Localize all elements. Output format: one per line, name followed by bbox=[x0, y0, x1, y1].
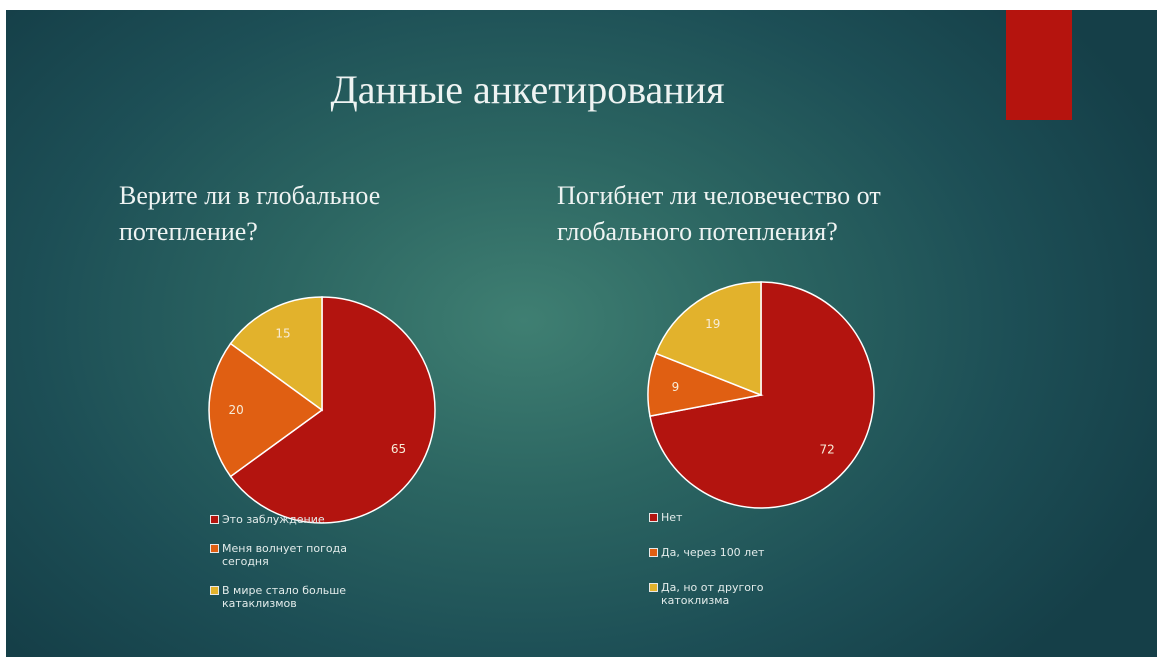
chart-1-legend-item-3: В мире стало больше катаклизмов bbox=[210, 584, 387, 610]
chart-2-legend-swatch-2 bbox=[649, 548, 658, 557]
slide-title: Данные анкетирования bbox=[330, 67, 725, 112]
chart-1-legend-swatch-1 bbox=[210, 515, 219, 524]
chart-2-legend-item-2: Да, через 100 лет bbox=[649, 546, 826, 559]
chart-1-data-label-3: 15 bbox=[275, 326, 290, 340]
chart-2-legend-swatch-1 bbox=[649, 513, 658, 522]
pie-chart-1: 65 20 15 bbox=[208, 296, 436, 524]
chart-1-slice-1 bbox=[229, 296, 436, 524]
accent-bar bbox=[1006, 10, 1072, 120]
chart-2-title: Погибнет ли человечество от глобального … bbox=[557, 181, 881, 246]
pie-chart-2: 72 9 19 bbox=[647, 281, 875, 509]
chart-1-slice-2 bbox=[208, 342, 324, 478]
slide: Данные анкетирования Верите ли в глобаль… bbox=[6, 10, 1157, 657]
chart-2-legend-item-3: Да, но от другого катоклизма bbox=[649, 581, 826, 607]
chart-1-data-label-2: 20 bbox=[228, 403, 243, 417]
chart-1-title: Верите ли в глобальное потепление? bbox=[119, 181, 381, 246]
chart-2-slice-3 bbox=[654, 281, 762, 397]
chart-1-legend-label-2: Меня волнует погода сегодня bbox=[222, 542, 347, 568]
chart-2-legend-swatch-3 bbox=[649, 583, 658, 592]
chart-1-legend-swatch-2 bbox=[210, 544, 219, 553]
chart-2-legend-label-3: Да, но от другого катоклизма bbox=[661, 581, 764, 607]
chart-1-slice-3 bbox=[229, 296, 323, 412]
chart-2-data-label-1: 72 bbox=[820, 443, 835, 457]
chart-1-legend-label-3: В мире стало больше катаклизмов bbox=[222, 584, 347, 610]
chart-1-legend-label-1: Это заблуждение bbox=[222, 513, 325, 526]
chart-2-legend: Нет Да, через 100 лет Да, но от другого ка… bbox=[649, 511, 826, 629]
chart-1-data-label-1: 65 bbox=[391, 442, 406, 456]
chart-2-data-label-2: 9 bbox=[672, 380, 680, 394]
chart-2-legend-label-1: Нет bbox=[661, 511, 683, 524]
chart-2-data-label-3: 19 bbox=[705, 317, 720, 331]
chart-1-legend-item-1: Это заблуждение bbox=[210, 513, 387, 526]
chart-2-legend-label-2: Да, через 100 лет bbox=[661, 546, 765, 559]
chart-1-legend-item-2: Меня волнует погода сегодня bbox=[210, 542, 387, 568]
chart-1-legend: Это заблуждение Меня волнует погода сегод… bbox=[210, 513, 387, 626]
chart-2-legend-item-1: Нет bbox=[649, 511, 826, 524]
chart-1-legend-swatch-3 bbox=[210, 586, 219, 595]
